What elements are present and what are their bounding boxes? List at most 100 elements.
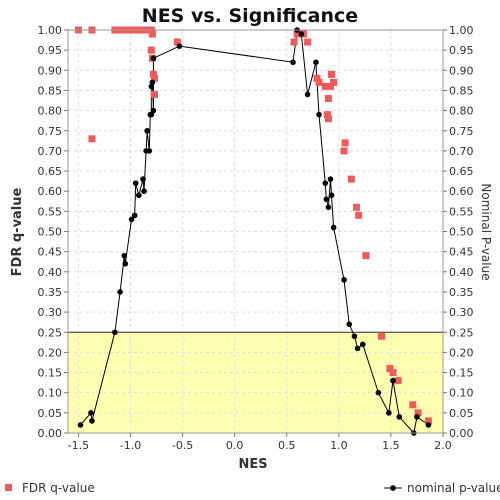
- y-tick-label-left: 0.30: [38, 306, 63, 319]
- nominal-p-value-point: [128, 216, 135, 223]
- plot-area: [67, 26, 444, 436]
- nominal-p-value-point: [149, 79, 156, 86]
- nominal-p-value-point: [386, 410, 392, 416]
- y-tick-label-left: 0.50: [38, 226, 63, 239]
- y-tick-label-right: 0.90: [449, 64, 474, 77]
- chart-title: NES vs. Significance: [142, 5, 358, 27]
- y-tick-label-left: 0.45: [38, 246, 63, 259]
- nominal-p-value-point: [359, 341, 366, 348]
- nominal-p-value-point: [89, 418, 95, 424]
- x-axis-label: NES: [238, 457, 267, 472]
- legend-label-nominal-p-value: nominal p-value: [407, 481, 500, 495]
- fdr-q-value-point: [414, 409, 422, 417]
- y-tick-label-right: 0.75: [449, 125, 474, 138]
- nominal-p-value-point: [112, 329, 118, 336]
- fdr-q-value-point: [88, 135, 96, 143]
- y-tick-label-right: 0.45: [449, 246, 474, 259]
- fdr-q-value-point: [150, 74, 158, 82]
- y-tick-label-left: 0.15: [38, 367, 63, 380]
- fdr-q-value-point: [304, 38, 312, 46]
- y-tick-label-left: 0.90: [38, 64, 63, 77]
- fdr-q-value-point: [378, 332, 386, 340]
- fdr-q-value-point: [424, 417, 432, 425]
- y-tick-label-right: 0.55: [449, 205, 474, 218]
- nominal-p-value-point: [140, 176, 146, 182]
- y-tick-label-right: 0.50: [449, 226, 474, 239]
- fdr-q-value-point: [330, 78, 338, 86]
- y-tick-label-right: 0.65: [449, 165, 474, 178]
- x-tick-label: 1.0: [330, 439, 348, 452]
- y-tick-label-right: 0.85: [449, 84, 474, 97]
- fdr-q-value-point: [386, 365, 394, 373]
- x-tick-label: 2.0: [434, 439, 452, 452]
- fdr-q-value-point: [315, 78, 323, 86]
- fdr-q-value-point: [353, 203, 361, 211]
- legend-label-fdr-q-value: FDR q-value: [22, 481, 95, 495]
- nominal-p-value-point: [316, 111, 322, 118]
- nominal-p-value-point: [290, 59, 296, 66]
- y-tick-label-left: 0.80: [38, 105, 63, 118]
- nominal-p-value-point: [354, 345, 361, 352]
- nominal-p-value-point: [330, 224, 337, 231]
- nominal-p-value-point: [313, 59, 319, 66]
- x-tick-label: 0.0: [226, 439, 244, 452]
- y-tick-label-left: 0.75: [38, 125, 63, 138]
- y-tick-label-left: 0.85: [38, 84, 63, 97]
- nominal-p-value-point: [146, 148, 153, 154]
- y-tick-label-left: 0.65: [38, 165, 63, 178]
- fdr-q-value-point: [313, 74, 321, 82]
- nominal-p-value-point: [346, 321, 353, 327]
- y-tick-label-left: 0.35: [38, 286, 63, 299]
- y-tick-label-right: 0.95: [449, 44, 474, 57]
- nominal-p-value-point: [304, 91, 311, 98]
- nominal-p-value-point: [375, 389, 382, 396]
- fdr-q-value-point: [341, 139, 349, 147]
- fdr-q-value-point: [362, 252, 370, 260]
- y-tick-label-right: 0.30: [449, 306, 474, 319]
- y-tick-label-right: 0.00: [449, 427, 474, 440]
- y-tick-label-right: 0.35: [449, 286, 474, 299]
- x-tick-label: -1.0: [120, 439, 141, 452]
- y-tick-label-left: 0.20: [38, 346, 63, 359]
- fdr-q-value-point: [409, 401, 417, 409]
- fdr-q-value-point: [327, 82, 334, 90]
- nominal-p-value-point: [328, 192, 335, 199]
- fdr-q-value-point: [355, 211, 363, 219]
- y-tick-label-right: 0.10: [449, 387, 474, 400]
- y-tick-label-left: 0.10: [38, 387, 63, 400]
- fdr-q-value-point: [394, 377, 402, 385]
- nominal-p-value-point: [121, 252, 128, 259]
- nominal-p-value-point: [77, 422, 84, 428]
- nominal-p-value-point: [325, 204, 332, 211]
- nominal-p-value-point: [150, 107, 157, 114]
- nominal-p-value-point: [136, 192, 142, 199]
- x-axis-ticks: -1.5 -1.0 -0.5 0.0 0.5 1.0 1.5 2.0: [68, 433, 452, 452]
- fdr-q-value-point: [389, 369, 397, 377]
- fdr-q-value-point: [324, 95, 332, 103]
- nominal-p-value-point: [390, 377, 396, 384]
- y-tick-label-left: 0.60: [38, 185, 63, 198]
- nominal-p-value-point: [122, 260, 129, 267]
- fdr-q-value-point: [328, 70, 336, 78]
- nominal-p-value-point: [341, 277, 347, 283]
- fdr-q-value-point: [149, 70, 157, 78]
- fdr-q-value-point: [340, 147, 348, 155]
- fdr-q-value-point: [347, 175, 355, 183]
- x-tick-label: 1.5: [382, 439, 400, 452]
- nominal-p-value-point: [150, 55, 157, 62]
- x-tick-label: -0.5: [172, 439, 193, 452]
- nominal-p-value-point: [141, 188, 147, 194]
- grid-lines: [68, 29, 444, 434]
- y-tick-label-left: 0.40: [38, 266, 63, 279]
- legend: FDR q-value nominal p-value: [5, 481, 500, 495]
- legend-marker-fdr-q-value: [5, 484, 12, 491]
- y-tick-label-right: 0.60: [449, 185, 474, 198]
- y-tick-label-left: 0.55: [38, 205, 63, 218]
- nominal-p-value-point: [322, 180, 329, 186]
- y-tick-label-left: 0.00: [38, 427, 63, 440]
- y-tick-label-right: 0.25: [449, 326, 474, 339]
- fdr-q-value-point: [148, 30, 156, 38]
- nominal-p-value-point: [323, 196, 330, 203]
- fdr-q-value-point: [321, 82, 329, 90]
